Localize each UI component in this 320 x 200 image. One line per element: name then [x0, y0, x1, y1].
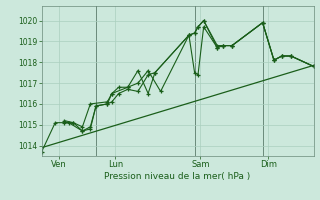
X-axis label: Pression niveau de la mer( hPa ): Pression niveau de la mer( hPa ): [104, 172, 251, 181]
